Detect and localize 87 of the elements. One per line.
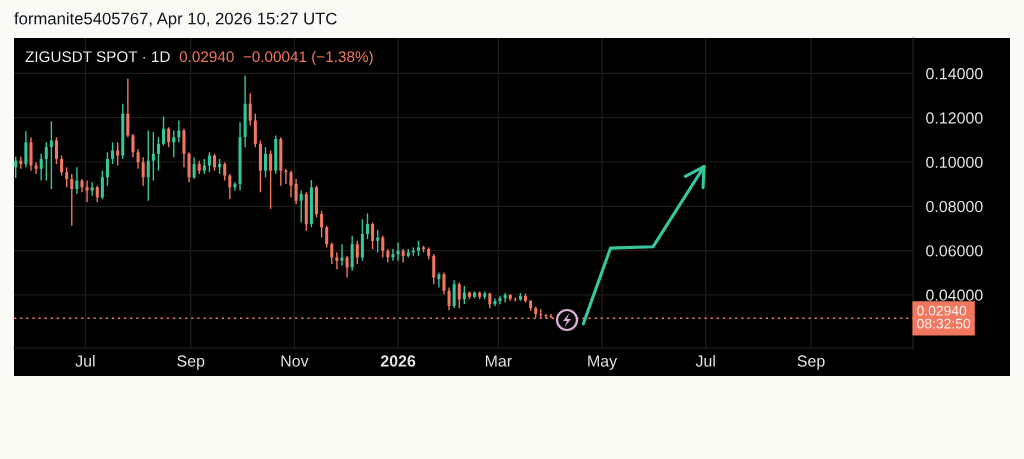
candlestick: [248, 92, 252, 127]
candlestick: [105, 151, 109, 187]
candlestick: [269, 149, 273, 210]
candlestick: [187, 151, 191, 184]
candlestick: [376, 229, 380, 254]
candlestick: [381, 235, 385, 259]
candlestick: [350, 235, 354, 272]
candlestick: [391, 248, 395, 262]
candlestick: [320, 210, 324, 239]
candlestick: [90, 181, 94, 197]
x-tick-label: Jul: [75, 354, 95, 367]
candlestick: [29, 136, 33, 172]
candlestick: [447, 286, 451, 311]
candlestick: [233, 181, 237, 192]
x-tick-label: Mar: [485, 355, 512, 367]
candlestick: [396, 241, 400, 262]
candlestick: [54, 136, 59, 165]
candlestick: [75, 166, 79, 195]
candlestick: [182, 128, 186, 169]
x-tick-label: May: [588, 355, 618, 370]
candlestick: [136, 148, 140, 170]
candlestick: [177, 119, 181, 143]
candlestick: [299, 189, 303, 224]
candlestick: [192, 156, 196, 180]
candlestick: [452, 279, 456, 309]
candlestick: [39, 153, 43, 182]
x-tick-label: 2026: [380, 355, 416, 367]
ref-line-label: 0.02940 08:32:50: [917, 305, 971, 329]
candlestick: [360, 218, 364, 262]
candlestick: [126, 78, 130, 138]
candlestick: [330, 241, 334, 265]
candlestick: [207, 151, 211, 173]
candlestick: [167, 126, 171, 148]
candlestick: [65, 166, 69, 188]
candlestick: [172, 129, 176, 159]
candlestick: [294, 178, 298, 205]
text: formanite5405767, Apr 10, 2026 15:27 UTC: [14, 12, 337, 28]
candlestick: [100, 169, 104, 200]
candlestick: [24, 130, 28, 169]
candlestick: [14, 155, 18, 179]
x-tick-label: Sep: [797, 355, 825, 370]
candlestick: [85, 179, 89, 203]
candlestick: [228, 173, 232, 200]
x-tick-label: Sep: [177, 355, 205, 370]
candlestick: [60, 154, 64, 177]
candlestick: [49, 120, 53, 190]
candlestick: [146, 129, 150, 202]
candlestick: [462, 285, 466, 305]
candlestick: [340, 243, 344, 267]
candlestick: [355, 240, 359, 265]
text: 0.02940 −0.00041 (−1.38%): [179, 50, 373, 66]
candlestick: [131, 133, 135, 159]
candlestick: [70, 173, 74, 227]
candlestick: [437, 271, 441, 289]
y-tick-label: 0.08000: [926, 200, 983, 213]
candlestick: [371, 221, 375, 250]
candlestick: [289, 169, 293, 199]
candlestick: [116, 141, 120, 167]
y-tick-label: 0.14000: [926, 68, 983, 80]
candlestick: [457, 281, 461, 309]
candlestick: [432, 253, 436, 285]
candlestick: [401, 248, 405, 264]
candlestick: [44, 141, 48, 182]
candlestick: [442, 271, 446, 295]
text: ZIGUSDT SPOT · 1D: [25, 51, 170, 63]
y-tick-label: 0.12000: [926, 112, 983, 124]
candlestick: [156, 136, 160, 172]
candlestick: [141, 156, 145, 187]
candlestick: [493, 297, 497, 307]
candlestick: [345, 255, 349, 279]
y-tick-label: 0.10000: [926, 156, 983, 168]
candlestick: [151, 131, 155, 182]
candlestick: [223, 161, 227, 182]
candlestick: [111, 141, 115, 165]
candlestick: [263, 146, 268, 178]
candlestick: [503, 291, 507, 304]
candlestick: [498, 295, 502, 305]
candlestick: [253, 113, 257, 148]
candlestick: [325, 225, 329, 249]
candlestick: [365, 212, 370, 240]
candlestick: [162, 115, 166, 147]
candlestick: [34, 161, 38, 175]
x-tick-label: Nov: [281, 355, 309, 367]
candlestick: [335, 251, 339, 270]
x-tick-label: Jul: [695, 354, 715, 367]
y-tick-label: 0.04000: [926, 289, 983, 301]
y-tick-label: 0.06000: [926, 245, 983, 257]
